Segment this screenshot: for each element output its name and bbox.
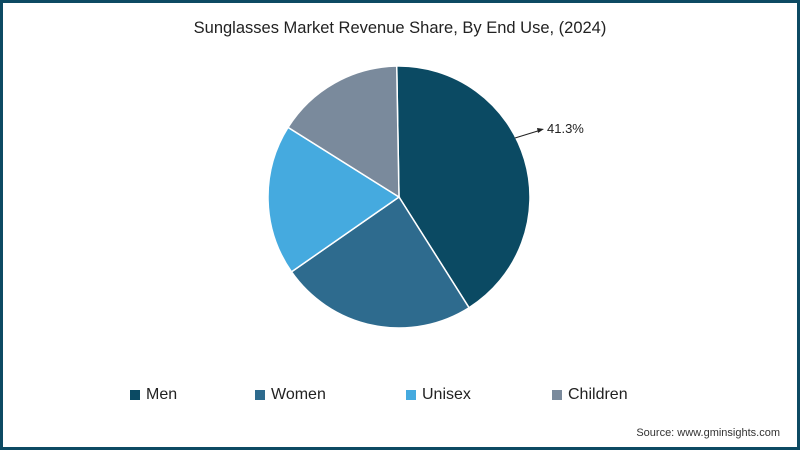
pie-slice-unisex [267, 126, 401, 273]
legend-item-women: Women [255, 386, 326, 404]
pie-slice-children [287, 65, 400, 199]
chart-title: Sunglasses Market Revenue Share, By End … [193, 19, 607, 37]
legend-swatch-children [552, 390, 562, 400]
legend-label-unisex: Unisex [422, 386, 471, 403]
pie-slice-women [290, 195, 471, 329]
legend-label-women: Women [271, 386, 326, 403]
callout-arrowhead [537, 128, 544, 133]
callout-arrow [514, 129, 542, 139]
legend-label-children: Children [568, 386, 628, 403]
source-note: Source: www.gminsights.com [636, 427, 780, 439]
legend-item-unisex: Unisex [406, 386, 471, 404]
pie-slices [267, 65, 531, 329]
legend-swatch-women [255, 390, 265, 400]
legend-label-men: Men [146, 386, 178, 403]
legend-item-children: Children [552, 386, 628, 404]
legend-swatch-men [130, 390, 140, 400]
men-share-label: 41.3% [547, 121, 584, 136]
legend: Men Women Unisex Children [0, 386, 800, 408]
legend-item-men: Men [130, 386, 177, 404]
legend-swatch-unisex [406, 390, 416, 400]
pie-slice-men [395, 65, 531, 309]
